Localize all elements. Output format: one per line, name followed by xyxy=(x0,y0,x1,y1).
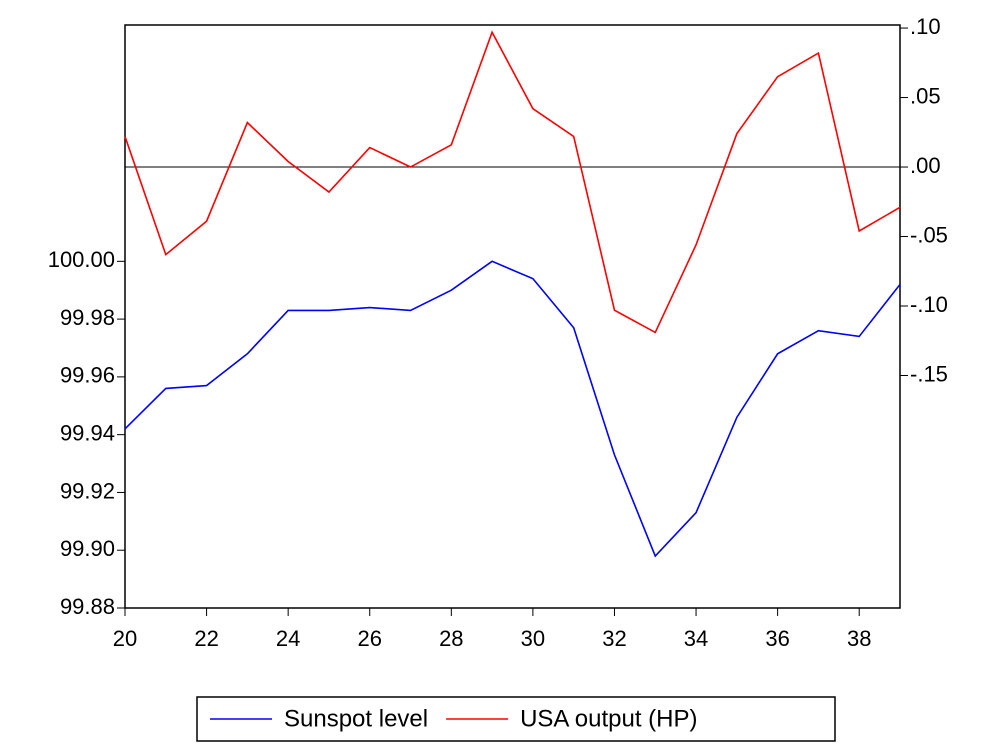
y-tick-label: 99.94 xyxy=(60,420,115,445)
y2-tick-label: .00 xyxy=(910,153,941,178)
x-tick-label: 24 xyxy=(276,626,300,651)
legend-label: USA output (HP) xyxy=(520,705,697,732)
y-tick-label: 99.88 xyxy=(60,594,115,619)
x-tick-label: 32 xyxy=(602,626,626,651)
y-tick-label: 99.96 xyxy=(60,363,115,388)
x-tick-label: 38 xyxy=(847,626,871,651)
x-tick-label: 26 xyxy=(357,626,381,651)
x-tick-label: 34 xyxy=(684,626,708,651)
y-tick-label: 99.92 xyxy=(60,478,115,503)
x-tick-label: 30 xyxy=(521,626,545,651)
legend-box xyxy=(196,696,836,742)
x-tick-label: 22 xyxy=(194,626,218,651)
x-tick-label: 28 xyxy=(439,626,463,651)
series-line xyxy=(124,260,901,558)
x-tick-label: 36 xyxy=(765,626,789,651)
y2-tick-label: .05 xyxy=(910,83,941,108)
y2-tick-label: -.15 xyxy=(910,361,948,386)
y-tick-label: 100.00 xyxy=(48,247,115,272)
series-line xyxy=(124,30,901,334)
y2-tick-label: -.05 xyxy=(910,222,948,247)
y2-tick-label: .10 xyxy=(910,14,941,39)
legend-label: Sunspot level xyxy=(284,705,428,732)
x-tick-label: 20 xyxy=(113,626,137,651)
y-tick-label: 99.98 xyxy=(60,305,115,330)
y-tick-label: 99.90 xyxy=(60,536,115,561)
plot-frame xyxy=(124,24,901,609)
y2-tick-label: -.10 xyxy=(910,292,948,317)
